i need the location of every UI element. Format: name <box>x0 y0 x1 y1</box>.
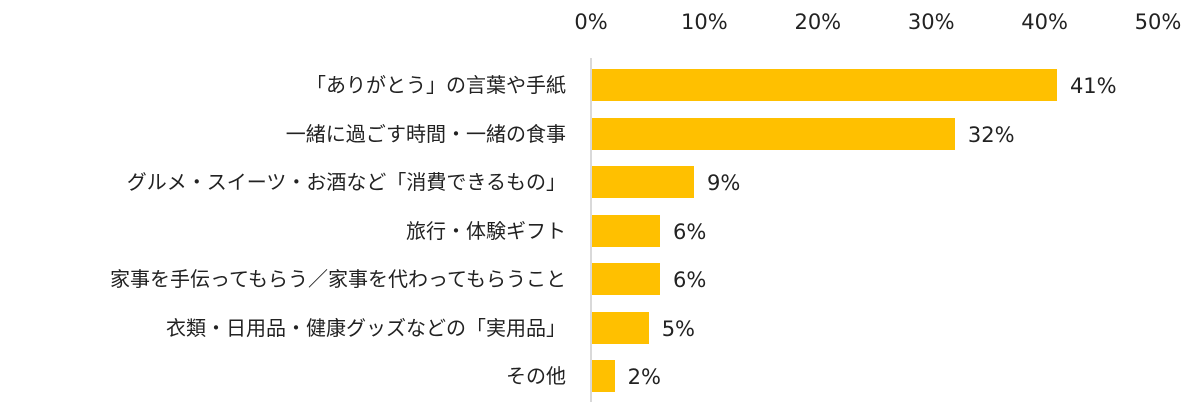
x-tick-label: 0% <box>574 10 608 34</box>
value-label: 41% <box>1069 74 1117 98</box>
value-label: 2% <box>627 365 661 389</box>
x-tick-label: 10% <box>681 10 728 34</box>
bar-row: 旅行・体験ギフト 6% <box>0 214 1200 247</box>
category-label: 一緒に過ごす時間・一緒の食事 <box>285 121 566 146</box>
bar <box>592 311 649 344</box>
bar-row: 「ありがとう」の言葉や手紙 41% <box>0 69 1200 101</box>
bar <box>592 117 955 150</box>
category-label: 家事を手伝ってもらう／家事を代わってもらうこと <box>110 267 566 291</box>
bar <box>592 214 661 247</box>
value-label: 9% <box>707 171 741 195</box>
x-tick-label: 40% <box>1021 10 1068 34</box>
value-label: 6% <box>673 268 707 292</box>
bar <box>592 360 615 392</box>
bar-row: 一緒に過ごす時間・一緒の食事 32% <box>0 117 1200 150</box>
value-label: 6% <box>673 219 707 244</box>
x-tick-label: 30% <box>907 10 955 34</box>
bar-row: グルメ・スイーツ・お酒など「消費できるもの」 9% <box>0 166 1200 198</box>
bar <box>592 166 695 198</box>
x-tick-label: 50% <box>1134 10 1182 34</box>
category-label: 衣類・日用品・健康グッズなどの「実用品」 <box>166 315 566 340</box>
x-tick-label: 20% <box>794 10 842 34</box>
y-axis-line <box>590 58 592 402</box>
category-label: その他 <box>506 364 566 388</box>
category-label: グルメ・スイーツ・お酒など「消費できるもの」 <box>126 170 566 194</box>
value-label: 5% <box>661 316 696 341</box>
bar-row: 衣類・日用品・健康グッズなどの「実用品」 5% <box>0 311 1200 344</box>
bar-row: その他 2% <box>0 360 1200 392</box>
bar <box>592 263 661 295</box>
value-label: 32% <box>967 122 1015 147</box>
category-label: 「ありがとう」の言葉や手紙 <box>306 73 566 97</box>
bar-row: 家事を手伝ってもらう／家事を代わってもらうこと 6% <box>0 263 1200 295</box>
category-label: 旅行・体験ギフト <box>406 218 566 243</box>
bar <box>592 69 1057 101</box>
